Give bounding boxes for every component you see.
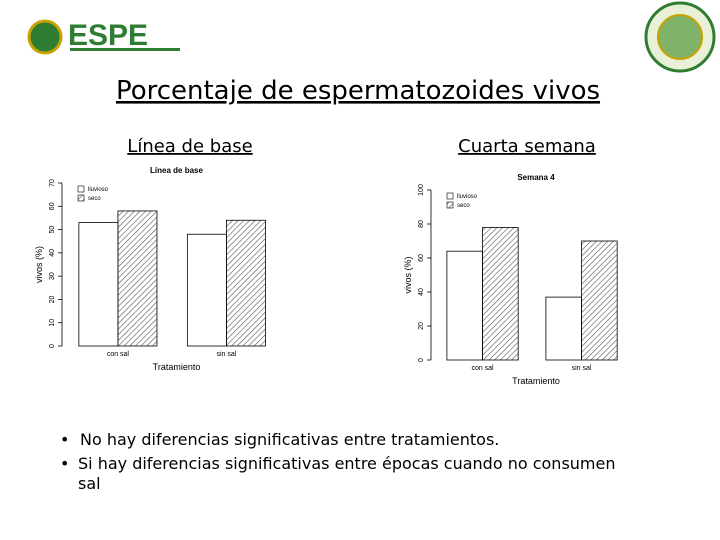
bar: [482, 226, 519, 361]
x-axis-label: Tratamiento: [512, 376, 560, 386]
bar: [78, 222, 119, 347]
y-tick-label: 60: [49, 202, 56, 210]
bullet: Si hay diferencias significativas entre …: [78, 454, 616, 493]
x-tick-label: sin sal: [572, 365, 592, 372]
slide-title: Porcentaje de espermatozoides vivos: [116, 76, 600, 106]
chart-title: Línea de base: [150, 166, 203, 175]
legend-label: seco: [457, 203, 470, 209]
x-tick-label: con sal: [471, 365, 494, 372]
x-tick-label: con sal: [107, 351, 130, 358]
legend-label: seco: [88, 196, 101, 202]
legend-label: lluvioso: [88, 187, 109, 193]
y-tick-label: 0: [49, 344, 56, 348]
legend-swatch: [77, 194, 85, 202]
y-axis-label: vivos (%): [403, 256, 413, 293]
bar: [581, 240, 618, 361]
subtitle: Línea de base: [127, 136, 252, 157]
bar: [446, 250, 483, 361]
y-tick-label: 50: [49, 226, 56, 234]
bar: [117, 210, 158, 347]
y-tick-label: 10: [49, 319, 56, 327]
y-tick-label: 0: [418, 358, 425, 362]
bullet-box: Si hay diferencias significativas entre …: [78, 454, 616, 493]
legend-swatch: [446, 192, 454, 200]
y-tick-label: 60: [418, 254, 425, 262]
bar: [186, 233, 227, 347]
y-tick-label: 70: [49, 179, 56, 187]
logo: ESPE: [27, 19, 180, 55]
legend-swatch: [446, 201, 454, 209]
subtitle: Cuarta semana: [458, 136, 596, 157]
bar: [545, 296, 582, 361]
legend-swatch: [77, 185, 85, 193]
y-axis-label: vivos (%): [34, 246, 44, 283]
y-tick-label: 20: [418, 322, 425, 330]
bar: [226, 219, 266, 347]
right-logo: [644, 1, 716, 73]
y-tick-label: 40: [418, 288, 425, 296]
y-tick-label: 80: [418, 220, 425, 228]
y-tick-label: 100: [418, 184, 425, 196]
x-axis-label: Tratamiento: [153, 362, 201, 372]
bullet-marker: •: [60, 454, 69, 473]
x-tick-label: sin sal: [216, 351, 236, 358]
legend-label: lluvioso: [457, 194, 478, 200]
bullet-marker: •: [60, 430, 69, 449]
bullet: No hay diferencias significativas entre …: [80, 430, 499, 449]
logo-text: ESPE: [68, 19, 148, 52]
y-tick-label: 30: [49, 272, 56, 280]
chart-title: Semana 4: [517, 173, 555, 182]
y-tick-label: 20: [49, 295, 56, 303]
y-tick-label: 40: [49, 249, 56, 257]
